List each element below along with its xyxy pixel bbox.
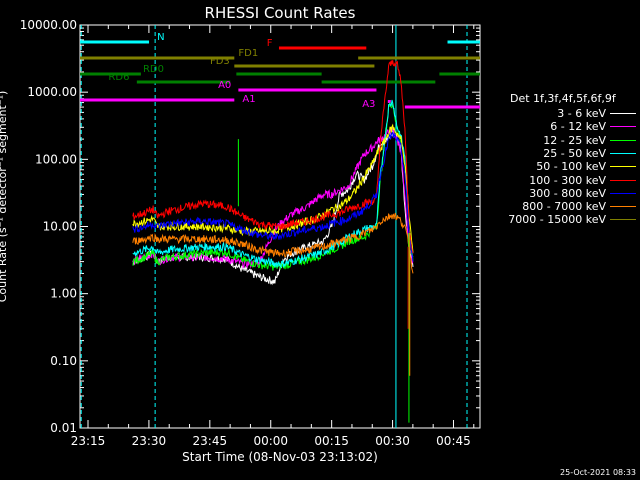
legend-swatch <box>610 152 636 154</box>
y-tick-label: 0.01 <box>50 421 77 435</box>
legend-item: 6 - 12 keV <box>476 120 636 134</box>
x-tick-label: 00:45 <box>436 434 471 448</box>
x-tick-label: 23:15 <box>71 434 106 448</box>
legend-swatch <box>610 166 636 168</box>
annotation-label-rd6: RD6 <box>108 72 129 83</box>
legend-item-label: 100 - 300 keV <box>529 173 606 187</box>
y-tick-label: 10000.00 <box>20 18 77 32</box>
legend-item: 25 - 50 keV <box>476 147 636 161</box>
y-tick-label: 0.10 <box>50 354 77 368</box>
x-tick-label: 23:45 <box>193 434 228 448</box>
legend-item: 800 - 7000 keV <box>476 200 636 214</box>
annotation-label-rd0: RD0 <box>143 64 164 75</box>
legend-item-label: 25 - 50 keV <box>543 146 606 160</box>
legend-item-label: 12 - 25 keV <box>543 133 606 147</box>
annotation-label-a0: A0 <box>218 80 231 91</box>
legend-item-label: 300 - 800 keV <box>529 186 606 200</box>
legend-item: 100 - 300 keV <box>476 174 636 188</box>
annotation-label-a1: A1 <box>242 94 255 105</box>
annotation-label-f: F <box>267 38 273 49</box>
annotation-label-a3: A3 <box>362 99 375 110</box>
annotation-label-fd3: FD3 <box>210 56 230 67</box>
x-axis-label: Start Time (08-Nov-03 23:13:02) <box>182 450 378 464</box>
timestamp: 25-Oct-2021 08:33 <box>560 468 636 477</box>
annotation-label-n: N <box>157 32 164 43</box>
y-axis-label: Count Rate (s⁻¹ detector⁻¹ segment⁻¹) <box>0 91 9 303</box>
x-tick-label: 00:30 <box>375 434 410 448</box>
y-tick-label: 1000.00 <box>27 85 77 99</box>
legend-item: 3 - 6 keV <box>476 107 636 121</box>
legend-swatch <box>610 219 636 221</box>
legend-item-label: 800 - 7000 keV <box>522 200 606 214</box>
legend-item-label: 3 - 6 keV <box>557 107 606 120</box>
chart-title: RHESSI Count Rates <box>205 4 356 22</box>
legend-item: 50 - 100 keV <box>476 160 636 174</box>
legend-swatch <box>610 192 636 194</box>
series-line-6 <box>132 131 414 262</box>
annotation-marker-a3 <box>387 100 391 103</box>
y-tick-label: 10.00 <box>43 220 77 234</box>
legend-item-label: 7000 - 15000 keV <box>508 213 606 227</box>
legend-swatch <box>610 113 636 114</box>
legend-swatch <box>610 139 636 141</box>
x-tick-label: 23:30 <box>132 434 167 448</box>
legend-swatch <box>610 126 636 128</box>
series-line-7 <box>132 212 414 274</box>
legend-item: 7000 - 15000 keV <box>476 213 636 227</box>
legend-item: 300 - 800 keV <box>476 187 636 201</box>
x-tick-label: 00:00 <box>253 434 288 448</box>
y-tick-label: 100.00 <box>35 152 77 166</box>
series-line-3 <box>132 99 414 269</box>
legend-item-label: 50 - 100 keV <box>536 160 606 174</box>
legend-item: 12 - 25 keV <box>476 134 636 148</box>
series-line-4 <box>132 123 414 254</box>
y-tick-label: 1.00 <box>50 287 77 301</box>
legend-title: Det 1f,3f,4f,5f,6f,9f <box>510 92 616 105</box>
series-line-5 <box>132 59 414 254</box>
x-tick-label: 00:15 <box>314 434 349 448</box>
legend-item-label: 6 - 12 keV <box>550 120 606 134</box>
legend-swatch <box>610 179 636 181</box>
annotation-label-fd1: FD1 <box>238 48 258 59</box>
legend-swatch <box>610 206 636 208</box>
